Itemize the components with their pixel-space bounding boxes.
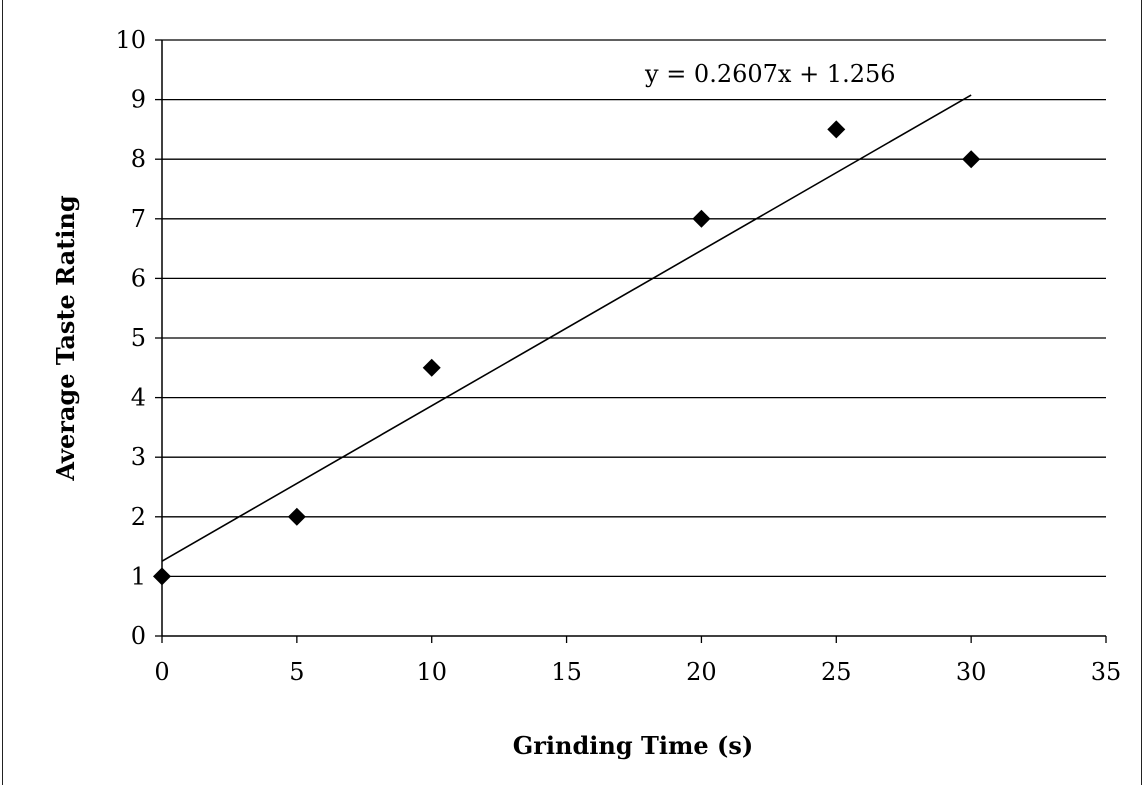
trendline-equation: y = 0.2607x + 1.256 — [644, 60, 896, 88]
data-points — [153, 120, 981, 586]
trendline-group — [161, 94, 972, 562]
y-axis-title: Average Taste Rating — [51, 195, 80, 482]
trendline — [161, 94, 972, 562]
data-point-3 — [692, 209, 711, 228]
data-point-5 — [962, 150, 981, 169]
y-tick-label-2: 2 — [131, 503, 146, 531]
x-tick-label-10: 10 — [416, 658, 447, 686]
x-axis-ticks: 0 5 10 15 20 25 30 35 — [154, 636, 1121, 686]
x-tick-label-15: 15 — [551, 658, 582, 686]
y-tick-label-9: 9 — [131, 86, 146, 114]
gridlines — [162, 39, 1106, 578]
x-tick-label-20: 20 — [686, 658, 717, 686]
y-tick-label-10: 10 — [115, 26, 146, 54]
x-axis-title: Grinding Time (s) — [513, 731, 753, 760]
x-tick-label-0: 0 — [154, 658, 169, 686]
x-tick-label-25: 25 — [821, 658, 852, 686]
y-tick-label-5: 5 — [131, 324, 146, 352]
y-tick-label-1: 1 — [131, 562, 146, 590]
y-axis-ticks: 0 1 2 3 4 5 6 7 8 9 10 — [115, 26, 162, 650]
y-tick-label-7: 7 — [131, 205, 146, 233]
data-point-0 — [153, 567, 171, 586]
x-tick-label-5: 5 — [289, 658, 304, 686]
y-tick-label-0: 0 — [131, 622, 146, 650]
y-tick-label-3: 3 — [131, 443, 146, 471]
x-tick-label-35: 35 — [1091, 658, 1122, 686]
data-point-1 — [287, 507, 306, 526]
y-tick-label-4: 4 — [131, 384, 146, 412]
data-point-4 — [827, 120, 846, 139]
data-point-2 — [422, 358, 441, 377]
x-tick-label-30: 30 — [956, 658, 987, 686]
y-tick-label-6: 6 — [131, 264, 146, 292]
y-tick-label-8: 8 — [131, 145, 146, 173]
